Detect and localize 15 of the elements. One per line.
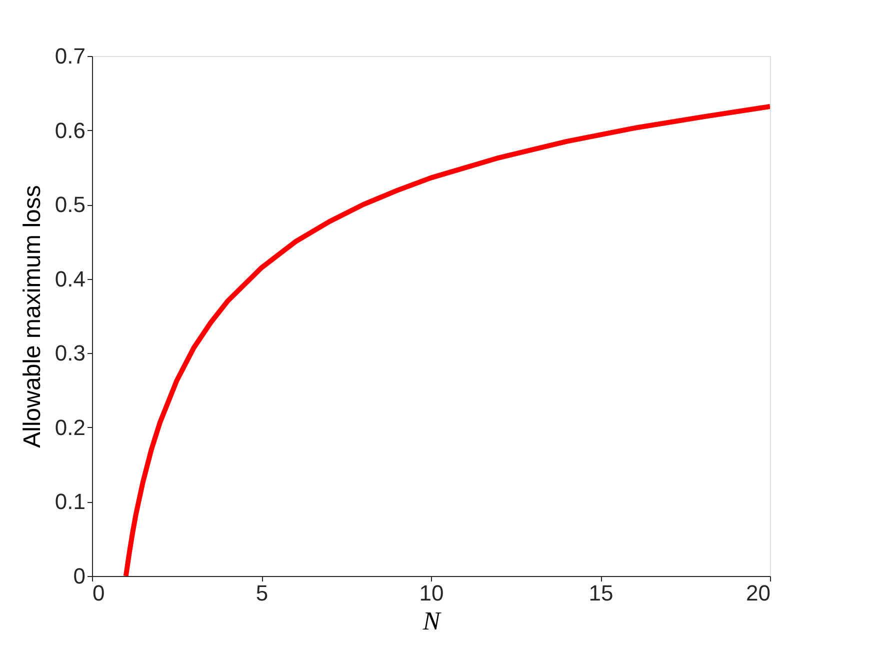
- y-tick-label: 0: [73, 564, 86, 588]
- y-tick-label: 0.2: [54, 414, 86, 440]
- x-tick-label: 15: [588, 580, 614, 606]
- y-tick-label: 0.7: [54, 44, 86, 68]
- y-tick-label: 0.3: [54, 340, 86, 366]
- y-tick-label: 0.6: [54, 118, 86, 143]
- x-axis-title: N: [422, 606, 442, 636]
- y-tick-label: 0.1: [54, 489, 86, 514]
- x-tick-label: 0: [92, 580, 105, 606]
- x-tick-label: 20: [746, 580, 770, 606]
- y-tick-label: 0.5: [54, 192, 86, 218]
- y-tick-label: 0.4: [54, 266, 86, 292]
- x-tick-label: 10: [419, 580, 444, 606]
- x-tick-label: 5: [256, 580, 268, 606]
- y-axis-title: Allowable maximum loss: [18, 185, 46, 448]
